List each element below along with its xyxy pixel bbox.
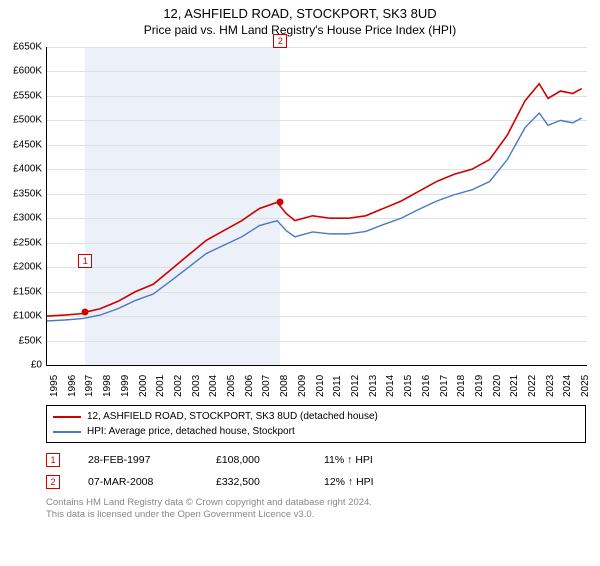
x-axis-label: 2020 bbox=[492, 375, 503, 397]
y-axis-label: £200K bbox=[13, 262, 42, 273]
footnote-line-2: This data is licensed under the Open Gov… bbox=[46, 509, 586, 521]
y-axis-label: £500K bbox=[13, 115, 42, 126]
y-axis-label: £50K bbox=[19, 335, 42, 346]
x-axis-label: 2001 bbox=[155, 375, 166, 397]
y-axis-label: £150K bbox=[13, 286, 42, 297]
legend-swatch-2 bbox=[53, 431, 81, 433]
x-axis-label: 2003 bbox=[191, 375, 202, 397]
sale-price: £108,000 bbox=[216, 454, 296, 466]
legend-label-1: 12, ASHFIELD ROAD, STOCKPORT, SK3 8UD (d… bbox=[87, 411, 378, 422]
x-axis-label: 2019 bbox=[474, 375, 485, 397]
x-axis-label: 2018 bbox=[456, 375, 467, 397]
x-axis-label: 2013 bbox=[368, 375, 379, 397]
x-axis-label: 2023 bbox=[545, 375, 556, 397]
x-axis-label: 2004 bbox=[208, 375, 219, 397]
sale-pct: 12% ↑ HPI bbox=[324, 476, 374, 488]
x-axis-label: 2002 bbox=[173, 375, 184, 397]
sales-table: 1 28-FEB-1997 £108,000 11% ↑ HPI 2 07-MA… bbox=[46, 449, 586, 493]
x-axis-label: 2016 bbox=[421, 375, 432, 397]
chart-legend: 12, ASHFIELD ROAD, STOCKPORT, SK3 8UD (d… bbox=[46, 405, 586, 443]
sale-pct: 11% ↑ HPI bbox=[324, 454, 373, 466]
x-axis-label: 2000 bbox=[138, 375, 149, 397]
x-axis-label: 1995 bbox=[49, 375, 60, 397]
y-axis-label: £600K bbox=[13, 66, 42, 77]
x-axis-label: 2009 bbox=[297, 375, 308, 397]
y-axis-label: £100K bbox=[13, 311, 42, 322]
x-axis-label: 2006 bbox=[244, 375, 255, 397]
page-title: 12, ASHFIELD ROAD, STOCKPORT, SK3 8UD bbox=[0, 6, 600, 21]
footnote-line-1: Contains HM Land Registry data © Crown c… bbox=[46, 497, 586, 509]
x-axis-label: 2012 bbox=[350, 375, 361, 397]
y-axis-label: £300K bbox=[13, 213, 42, 224]
legend-swatch-1 bbox=[53, 416, 81, 418]
sale-marker-2: 2 bbox=[46, 475, 60, 489]
legend-label-2: HPI: Average price, detached house, Stoc… bbox=[87, 426, 295, 437]
page-subtitle: Price paid vs. HM Land Registry's House … bbox=[0, 23, 600, 37]
sale-point-dot bbox=[82, 309, 89, 316]
sale-date: 28-FEB-1997 bbox=[88, 454, 188, 466]
series-line-property bbox=[47, 84, 582, 316]
x-axis-label: 2022 bbox=[527, 375, 538, 397]
sale-marker-1: 1 bbox=[46, 453, 60, 467]
y-axis-label: £550K bbox=[13, 90, 42, 101]
sale-row: 1 28-FEB-1997 £108,000 11% ↑ HPI bbox=[46, 449, 586, 471]
y-axis-label: £0 bbox=[31, 360, 42, 371]
x-axis-label: 2011 bbox=[332, 375, 343, 397]
x-axis-label: 2010 bbox=[315, 375, 326, 397]
sale-price: £332,500 bbox=[216, 476, 296, 488]
x-axis-label: 2014 bbox=[385, 375, 396, 397]
y-axis-label: £650K bbox=[13, 42, 42, 53]
y-axis-label: £250K bbox=[13, 237, 42, 248]
x-axis-label: 1998 bbox=[102, 375, 113, 397]
y-axis-label: £350K bbox=[13, 188, 42, 199]
x-axis-label: 2005 bbox=[226, 375, 237, 397]
sale-point-marker: 2 bbox=[273, 34, 287, 48]
price-chart: 12 1995199619971998199920002001200220032… bbox=[0, 41, 600, 401]
y-axis-label: £400K bbox=[13, 164, 42, 175]
x-axis-label: 1999 bbox=[120, 375, 131, 397]
y-axis-label: £450K bbox=[13, 139, 42, 150]
sale-row: 2 07-MAR-2008 £332,500 12% ↑ HPI bbox=[46, 471, 586, 493]
x-axis-label: 2007 bbox=[261, 375, 272, 397]
x-axis-label: 1997 bbox=[84, 375, 95, 397]
sale-point-dot bbox=[277, 199, 284, 206]
x-axis-label: 1996 bbox=[67, 375, 78, 397]
sale-date: 07-MAR-2008 bbox=[88, 476, 188, 488]
x-axis-label: 2025 bbox=[580, 375, 591, 397]
x-axis-label: 2015 bbox=[403, 375, 414, 397]
x-axis-label: 2008 bbox=[279, 375, 290, 397]
sale-point-marker: 1 bbox=[78, 254, 92, 268]
x-axis-label: 2017 bbox=[439, 375, 450, 397]
x-axis-label: 2021 bbox=[509, 375, 520, 397]
x-axis-label: 2024 bbox=[562, 375, 573, 397]
footnote: Contains HM Land Registry data © Crown c… bbox=[46, 497, 586, 522]
